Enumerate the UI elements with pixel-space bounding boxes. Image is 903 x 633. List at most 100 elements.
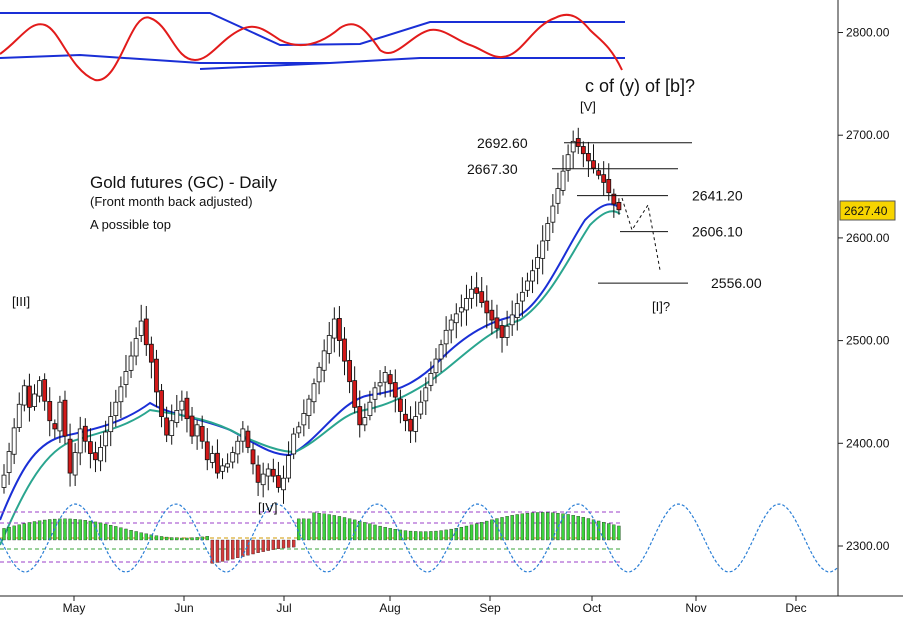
osc-bar-54	[276, 539, 281, 549]
candle-body-91	[464, 298, 469, 311]
osc-bar-113	[576, 516, 580, 541]
candle-body-59	[301, 413, 307, 426]
osc-bar-2	[12, 525, 16, 541]
osc-bar-44	[225, 539, 230, 561]
wave-label-v: [V]	[580, 99, 596, 114]
candle-body-28	[143, 318, 149, 346]
candle-body-2	[11, 427, 17, 455]
osc-bar-40	[205, 536, 209, 541]
candle-body-71	[362, 417, 368, 426]
candle-body-8	[42, 379, 48, 402]
osc-bar-106	[541, 512, 545, 541]
candle-body-63	[321, 350, 327, 371]
candlestick-series	[1, 127, 622, 504]
osc-bar-67	[342, 517, 347, 541]
osc-bar-1	[7, 526, 11, 541]
osc-bar-9	[48, 519, 52, 541]
osc-bar-50	[256, 539, 260, 553]
osc-bar-36	[185, 537, 189, 541]
candle-body-105	[535, 257, 541, 269]
wave-label-i-next: [I]?	[652, 299, 670, 314]
oscillator-band-lower	[0, 53, 625, 64]
candle-body-19	[98, 447, 103, 462]
osc-bar-31	[159, 536, 164, 541]
osc-bar-79	[403, 530, 408, 541]
candle-body-93	[474, 287, 480, 294]
candle-body-9	[47, 401, 53, 422]
osc-bar-38	[195, 537, 199, 541]
candle-body-27	[138, 320, 144, 336]
chart-note: A possible top	[90, 217, 171, 232]
candle-body-56	[286, 455, 291, 479]
candle-body-40	[204, 441, 210, 461]
candle-body-26	[133, 338, 139, 357]
osc-bar-56	[286, 539, 291, 548]
osc-bar-114	[581, 517, 585, 541]
candle-body-65	[331, 318, 337, 339]
candle-body-24	[123, 371, 129, 385]
osc-bar-107	[546, 512, 550, 541]
candle-body-39	[199, 426, 205, 442]
osc-bar-108	[551, 512, 555, 541]
osc-bar-61	[312, 512, 316, 541]
candle-body-120	[611, 193, 617, 205]
candle-body-18	[93, 452, 98, 461]
candle-body-58	[296, 426, 302, 434]
osc-bar-101	[515, 514, 519, 541]
osc-bar-87	[444, 529, 448, 541]
candle-body-47	[240, 428, 246, 442]
candle-body-61	[311, 383, 317, 403]
osc-bar-120	[612, 524, 616, 541]
osc-bar-92	[469, 524, 474, 541]
candle-body-92	[469, 288, 474, 299]
osc-bar-26	[134, 531, 138, 541]
osc-bar-55	[281, 539, 286, 549]
osc-bar-0	[2, 528, 6, 541]
candle-body-75	[382, 372, 388, 383]
candle-body-86	[438, 344, 444, 360]
candle-body-107	[545, 223, 551, 241]
osc-bar-90	[459, 527, 464, 541]
y-tick-label-1: 2400.00	[846, 436, 890, 450]
osc-bar-74	[378, 525, 382, 541]
x-axis: May Jun Jul Aug Sep Oct Nov Dec	[63, 596, 807, 615]
osc-bar-62	[317, 513, 321, 541]
osc-bar-96	[490, 519, 494, 541]
osc-bar-49	[251, 539, 255, 555]
candle-body-5	[27, 385, 32, 408]
candle-body-80	[408, 418, 413, 432]
level-label-1: 2667.30	[467, 161, 518, 177]
level-label-4: 2556.00	[711, 275, 762, 291]
osc-bar-118	[602, 522, 606, 541]
osc-bar-75	[383, 527, 387, 541]
candle-body-29	[148, 343, 154, 363]
candle-body-43	[220, 465, 225, 472]
x-tick-label-3: Aug	[379, 601, 400, 615]
osc-bar-100	[510, 515, 514, 541]
candle-body-41	[209, 453, 215, 463]
current-price-tag: 2627.40	[839, 200, 896, 221]
osc-bar-4	[22, 523, 26, 541]
osc-bar-103	[525, 513, 530, 541]
candle-body-81	[413, 416, 419, 432]
osc-bar-73	[373, 524, 377, 541]
chart-subtitle: (Front month back adjusted)	[90, 194, 253, 209]
candle-body-115	[586, 153, 591, 162]
candle-body-108	[550, 205, 556, 223]
current-price-label: 2627.40	[844, 204, 888, 218]
candle-body-90	[458, 307, 464, 313]
candle-body-64	[326, 335, 332, 354]
osc-bar-60	[307, 518, 311, 541]
oscillator-band-upper	[0, 12, 625, 47]
chart-title: Gold futures (GC) - Daily	[90, 173, 278, 192]
osc-bar-41	[210, 539, 215, 564]
osc-bar-27	[139, 532, 143, 541]
candle-body-10	[52, 423, 58, 430]
x-tick-label-5: Oct	[583, 601, 602, 615]
osc-bar-59	[302, 518, 306, 541]
candle-body-23	[118, 386, 124, 403]
candle-body-12	[62, 399, 68, 437]
candle-body-36	[184, 397, 190, 420]
osc-bar-11	[58, 518, 62, 541]
